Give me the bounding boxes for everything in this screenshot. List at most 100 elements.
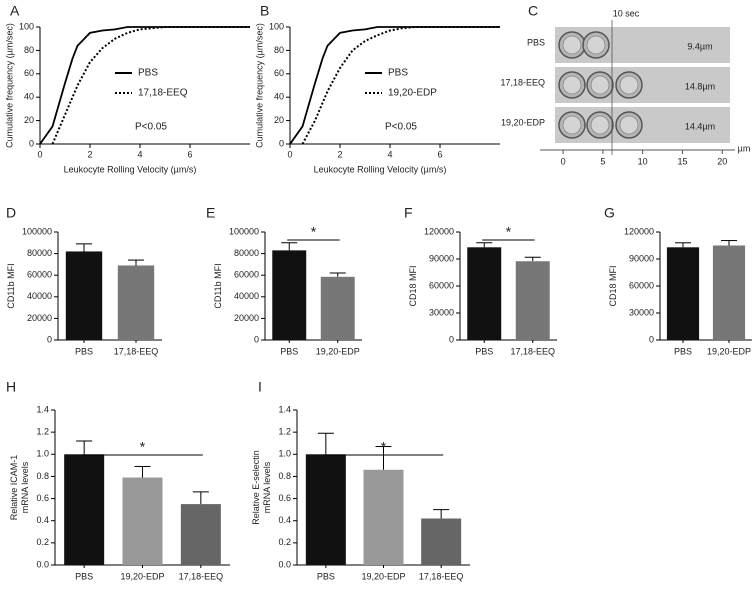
line-series — [289, 26, 500, 145]
y-tick-label: 80000 — [27, 248, 52, 258]
panel-label: A — [10, 3, 20, 19]
y-tick-label: 0 — [449, 334, 454, 344]
y-tick-label: 80 — [24, 45, 34, 55]
y-tick-label: 60 — [274, 68, 284, 78]
y-axis-title-line: mRNA levels — [262, 461, 272, 513]
x-tick-label: 4 — [387, 149, 392, 159]
bar — [117, 265, 155, 340]
cell-inner — [586, 35, 606, 55]
y-axis-title-line: Relative E-selectin — [251, 450, 261, 525]
row-label: 19,20-EDP — [501, 117, 545, 127]
y-tick-label: 100 — [19, 21, 34, 31]
y-tick-label: 80 — [274, 45, 284, 55]
x-axis-title: Leukocyte Rolling Velocity (µm/s) — [64, 164, 197, 174]
y-tick-label: 120000 — [624, 226, 654, 236]
y-tick-label: 1.2 — [36, 427, 49, 437]
row-label: 17,18-EEQ — [500, 77, 545, 87]
y-axis-title: Relative E-selectinmRNA levels — [251, 450, 272, 525]
y-axis-title: CD11b MFI — [6, 263, 16, 308]
bar — [305, 454, 346, 565]
y-tick-label: 80000 — [234, 248, 259, 258]
bar — [320, 276, 355, 340]
y-tick-label: 0.2 — [36, 537, 49, 547]
y-tick-label: 60000 — [629, 280, 654, 290]
y-tick-label: 0.4 — [36, 515, 49, 525]
x-tick-label: 17,18-EEQ — [510, 346, 555, 356]
row-label: PBS — [527, 37, 545, 47]
y-tick-label: 1.0 — [36, 449, 49, 459]
panel-label: H — [6, 379, 16, 395]
panel-label: F — [404, 205, 413, 221]
y-tick-label: 120000 — [424, 226, 454, 236]
legend-label: PBS — [388, 68, 408, 79]
y-tick-label: 100000 — [229, 226, 259, 236]
x-tick-label: 6 — [187, 149, 192, 159]
legend-label: 19,20-EDP — [388, 88, 437, 99]
x-tick-label: 19,20-EDP — [120, 571, 164, 581]
x-tick-label: 19,20-EDP — [707, 346, 751, 356]
y-tick-label: 0.6 — [278, 493, 291, 503]
y-axis-title: Cumulative frequency (µm/sec) — [254, 23, 264, 148]
x-tick-label: 17,18-EEQ — [179, 571, 224, 581]
y-tick-label: 30000 — [429, 307, 454, 317]
y-tick-label: 100 — [269, 21, 284, 31]
cell-inner — [562, 115, 582, 135]
significance-mark: * — [381, 439, 387, 455]
y-tick-label: 1.4 — [278, 404, 291, 414]
y-tick-label: 0.2 — [278, 537, 291, 547]
y-tick-label: 0.6 — [36, 493, 49, 503]
x-unit: µm — [738, 143, 751, 153]
x-tick-label: PBS — [317, 571, 335, 581]
bar — [363, 469, 404, 565]
y-tick-label: 90000 — [429, 253, 454, 263]
significance-mark: * — [311, 224, 317, 240]
y-tick-label: 0 — [254, 334, 259, 344]
significance-mark: * — [140, 439, 146, 455]
x-tick-label: PBS — [674, 346, 692, 356]
legend-label: 17,18-EEQ — [138, 88, 188, 99]
y-tick-label: 1.0 — [278, 449, 291, 459]
bar — [515, 261, 550, 340]
bar — [421, 518, 462, 565]
cell-inner — [562, 35, 582, 55]
y-axis-title: Relative ICAM-1mRNA levels — [9, 455, 30, 521]
annotation: P<0.05 — [385, 122, 417, 133]
y-axis-title-line: Relative ICAM-1 — [9, 455, 19, 521]
x-tick-label: 4 — [137, 149, 142, 159]
x-tick-label: 10 — [638, 156, 648, 166]
y-tick-label: 0 — [279, 138, 284, 148]
x-tick-label: PBS — [75, 346, 93, 356]
y-tick-label: 0 — [47, 334, 52, 344]
panel-label: C — [528, 3, 538, 19]
panel-label: G — [604, 205, 615, 221]
legend-label: PBS — [138, 68, 158, 79]
y-tick-label: 20 — [24, 115, 34, 125]
y-tick-label: 30000 — [629, 307, 654, 317]
x-tick-label: 0 — [37, 149, 42, 159]
y-axis-title-line: CD11b MFI — [6, 263, 16, 308]
x-tick-label: PBS — [280, 346, 298, 356]
x-tick-label: 6 — [437, 149, 442, 159]
y-axis-title: CD11b MFI — [213, 263, 223, 308]
y-tick-label: 0.8 — [278, 471, 291, 481]
measurement: 14.4µm — [685, 121, 715, 131]
x-tick-label: PBS — [75, 571, 93, 581]
cell-inner — [590, 115, 610, 135]
y-tick-label: 100000 — [22, 226, 52, 236]
x-tick-label: 17,18-EEQ — [114, 346, 159, 356]
panel-label: D — [6, 205, 16, 221]
y-tick-label: 0.0 — [278, 559, 291, 569]
x-tick-label: PBS — [475, 346, 493, 356]
cell-inner — [562, 75, 582, 95]
y-axis-title: Cumulative frequency (µm/sec) — [4, 23, 14, 148]
y-tick-label: 60000 — [27, 270, 52, 280]
x-tick-label: 17,18-EEQ — [419, 571, 464, 581]
y-tick-label: 60 — [24, 68, 34, 78]
y-axis-title-line: CD18 MFI — [608, 265, 618, 306]
panel-label: B — [260, 3, 269, 19]
cell-inner — [619, 115, 639, 135]
x-tick-label: 19,20-EDP — [361, 571, 405, 581]
bar — [122, 477, 163, 565]
y-axis-title-line: CD11b MFI — [213, 263, 223, 308]
